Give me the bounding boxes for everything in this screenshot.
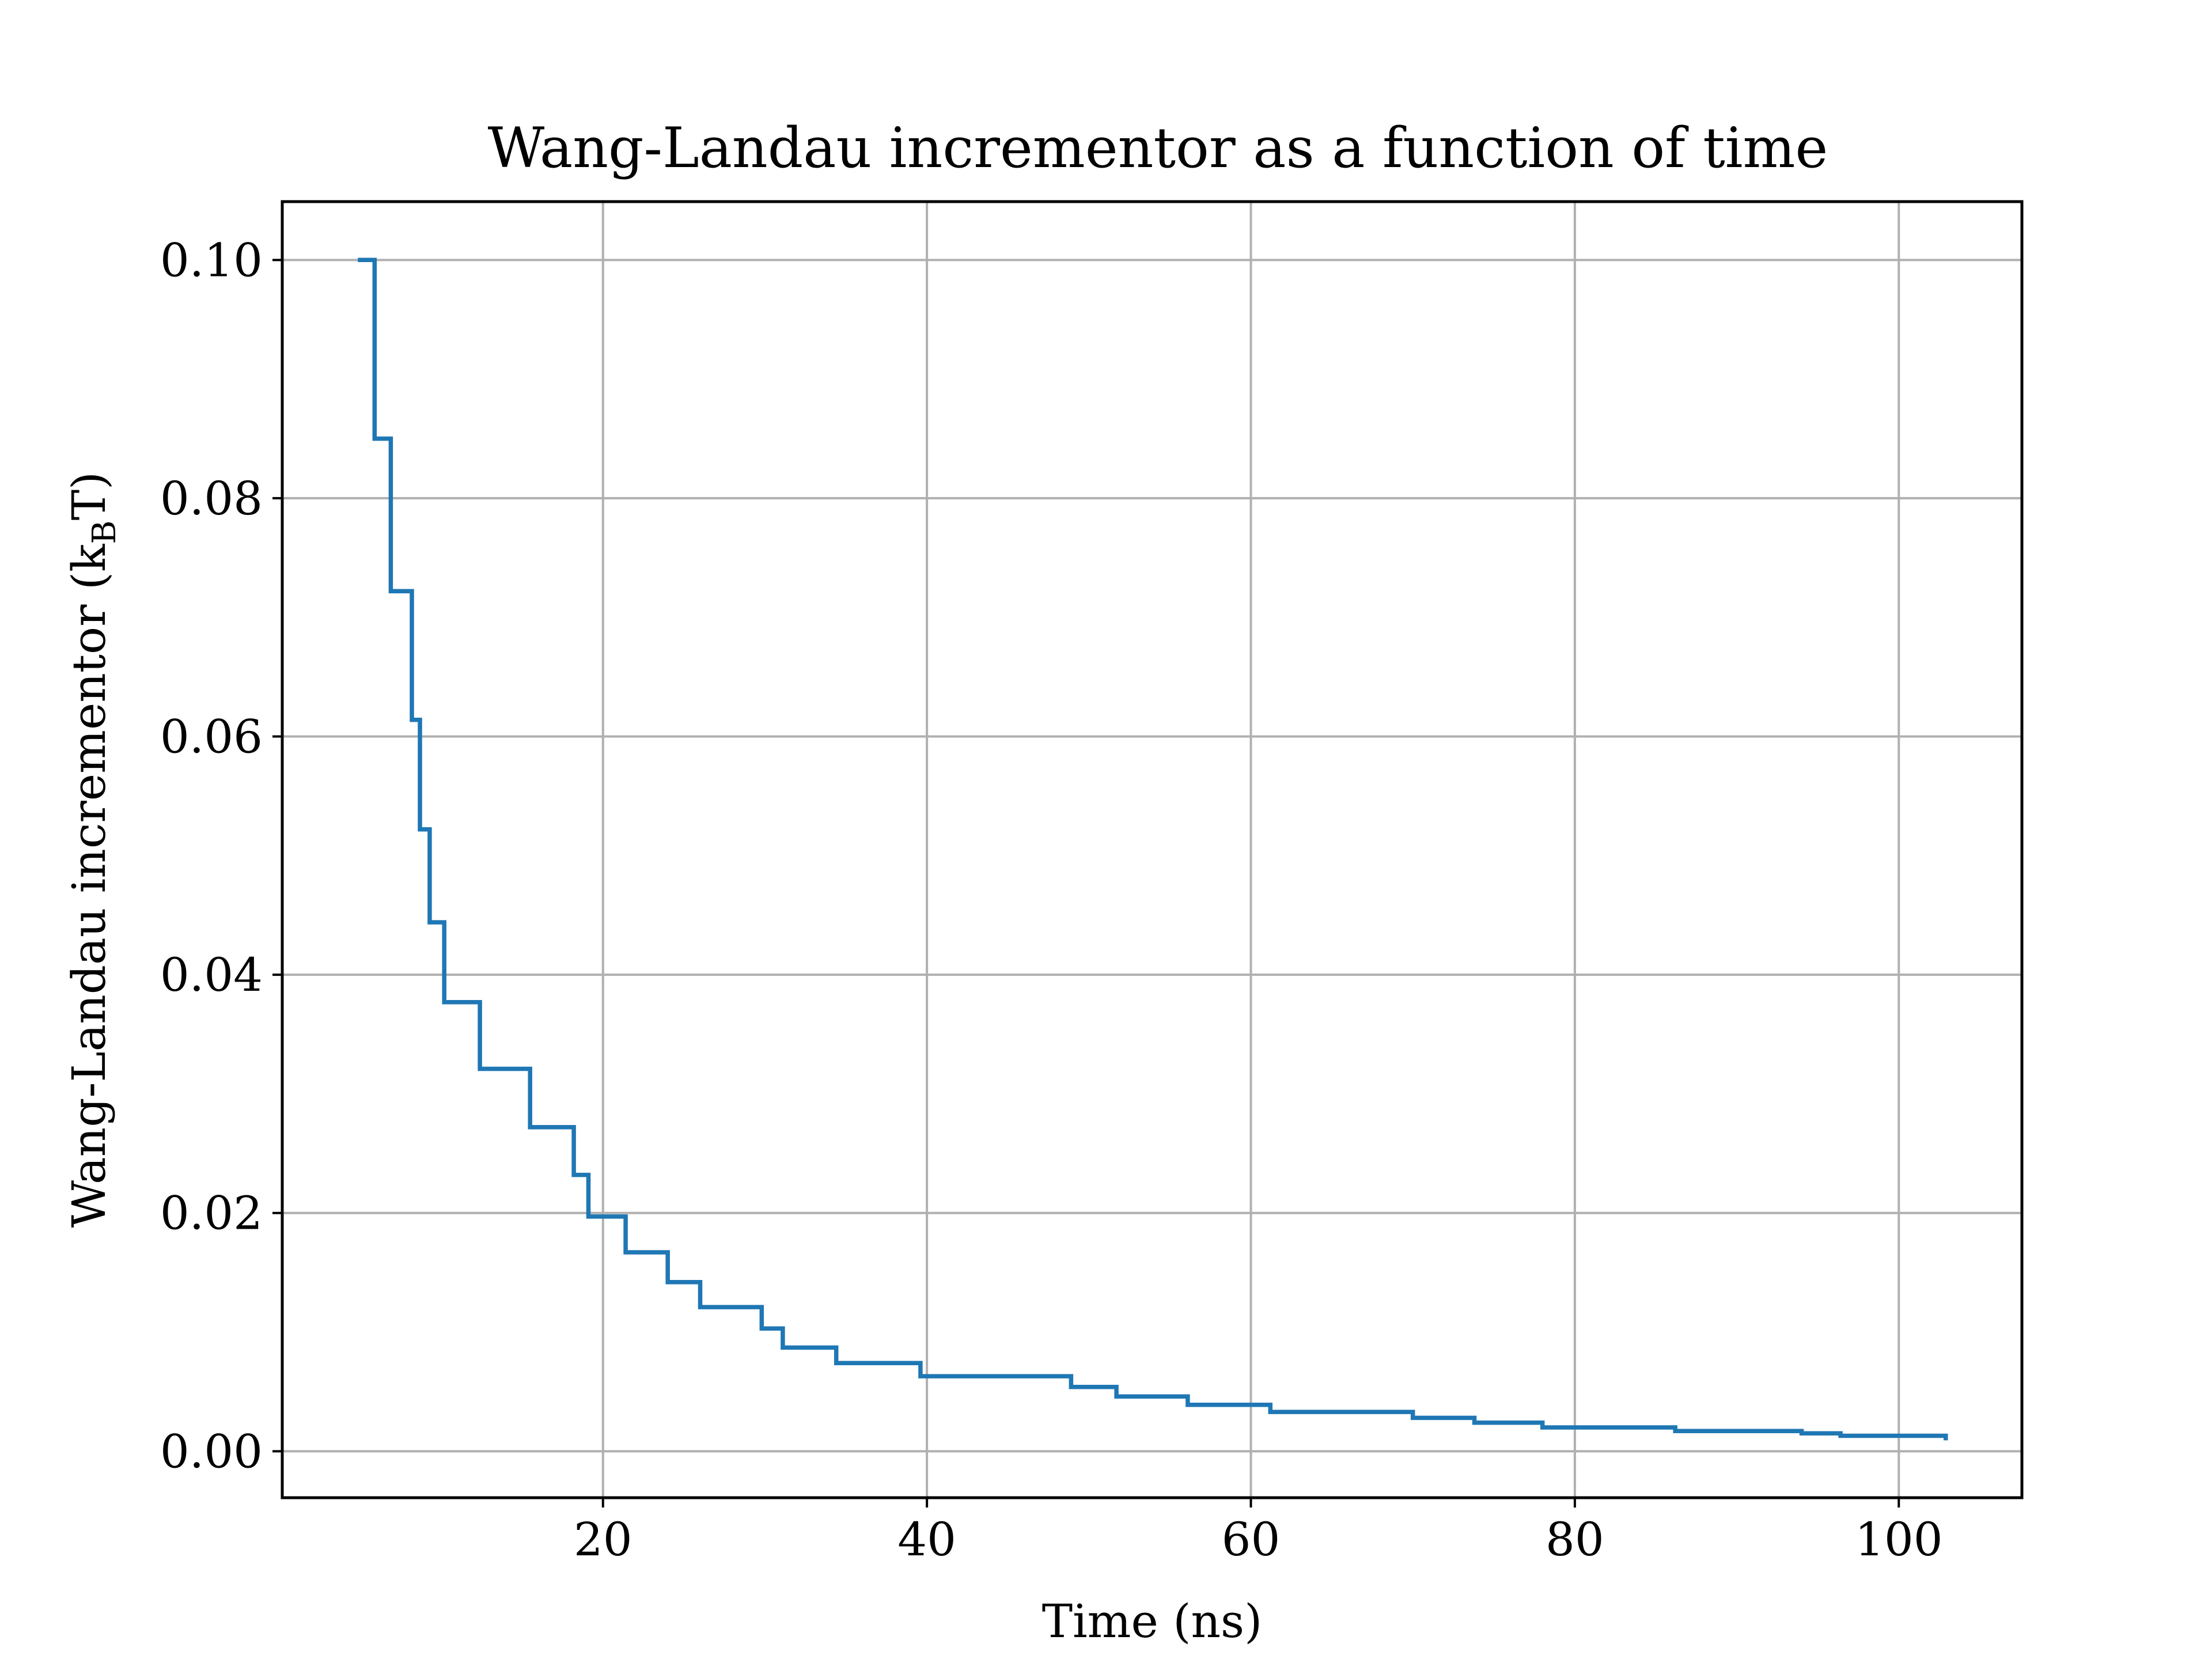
y-tick-label: 0.00 bbox=[160, 1425, 263, 1478]
axis-ticks: 20 40 60 80 100 0.00 0.02 0.04 0.06 0.08 0.10 bbox=[160, 233, 1943, 1566]
data-series bbox=[358, 257, 1948, 1441]
x-tick-label: 20 bbox=[574, 1513, 632, 1566]
series-line-step bbox=[358, 257, 1948, 1441]
y-tick-label: 0.08 bbox=[160, 472, 263, 525]
y-tick-label: 0.06 bbox=[160, 710, 263, 764]
grid-lines bbox=[282, 202, 2022, 1498]
y-tick-label: 0.10 bbox=[160, 233, 263, 287]
x-axis-label: Time (ns) bbox=[1042, 1594, 1263, 1648]
x-tick-label: 100 bbox=[1855, 1513, 1943, 1566]
y-tick-label: 0.02 bbox=[160, 1187, 263, 1240]
y-tick-label: 0.04 bbox=[160, 948, 263, 1002]
x-tick-label: 60 bbox=[1222, 1513, 1281, 1566]
y-axis-label-prefix: Wang-Landau incrementor (k bbox=[62, 543, 116, 1228]
plot-frame bbox=[281, 200, 2024, 1499]
x-tick-label: 80 bbox=[1546, 1513, 1604, 1566]
chart-title: Wang-Landau incrementor as a function of… bbox=[488, 116, 1828, 180]
x-tick-label: 40 bbox=[897, 1513, 956, 1566]
y-axis-label-subscript: B bbox=[86, 520, 123, 544]
y-axis-label-suffix: T) bbox=[62, 472, 116, 521]
y-axis-label: Wang-Landau incrementor (kBT) bbox=[62, 472, 123, 1228]
